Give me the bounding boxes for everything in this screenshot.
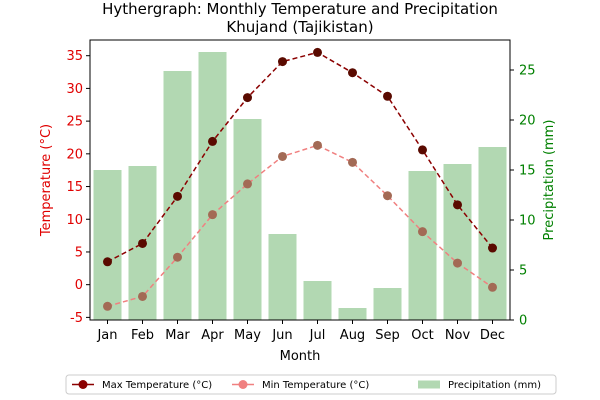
min-temperature-point-nov xyxy=(453,258,462,268)
max-temperature-point-oct xyxy=(418,145,427,155)
y-left-tick-label: 5 xyxy=(75,245,83,260)
precipitation-bar-oct xyxy=(408,171,437,320)
max-temperature-point-jul xyxy=(313,47,322,57)
y-right-tick-label: 5 xyxy=(519,264,527,279)
min-temperature-legend-label: Min Temperature (°C) xyxy=(262,380,369,391)
y-right-tick-label: 25 xyxy=(519,64,536,79)
plot-frame xyxy=(89,39,511,321)
min-temperature-point-dec xyxy=(488,282,497,292)
y-left-tick-label: 25 xyxy=(66,115,83,130)
chart-title-line-1: Hythergraph: Monthly Temperature and Pre… xyxy=(102,0,498,18)
x-tick-label: Jan xyxy=(96,328,117,343)
x-tick-label: Dec xyxy=(480,328,505,343)
precipitation-bar-dec xyxy=(478,147,507,320)
max-temperature-point-may xyxy=(243,93,252,103)
y-right-tick-label: 20 xyxy=(519,114,536,129)
x-tick-label: Jul xyxy=(309,328,326,343)
y-left-tick-label: 20 xyxy=(66,147,83,162)
min-temperature-point-mar xyxy=(173,252,182,262)
min-temperature-point-feb xyxy=(138,291,147,301)
x-tick-label: Oct xyxy=(411,328,433,343)
x-tick-label: Sep xyxy=(375,328,400,343)
min-temperature-point-may xyxy=(243,179,252,189)
y-right-axis-label: Precipitation (mm) xyxy=(542,120,557,241)
min-temperature-point-aug xyxy=(348,157,357,167)
y-left-tick-label: 0 xyxy=(75,278,83,293)
min-temperature-legend-marker xyxy=(238,380,248,389)
min-temperature-point-jun xyxy=(278,151,287,161)
max-temperature-point-mar xyxy=(173,191,182,201)
x-tick-label: Aug xyxy=(340,328,365,343)
max-temperature-line xyxy=(107,51,494,263)
y-left-tick-label: 15 xyxy=(66,180,83,195)
legend: Max Temperature (°C) Min Temperature (°C)… xyxy=(65,374,557,395)
max-temperature-point-nov xyxy=(453,200,462,210)
legend-box xyxy=(65,374,557,395)
y-left-tick-label: 30 xyxy=(66,82,83,97)
precipitation-bar-nov xyxy=(443,164,472,320)
max-temperature-point-feb xyxy=(138,238,147,248)
y-left-axis-label: Temperature (°C) xyxy=(39,124,54,237)
max-temperature-legend-marker xyxy=(78,380,88,389)
plot-area: Jan Feb Mar Apr May Jun Jul Aug Sep Oct Nov Dec Mont… xyxy=(39,39,557,395)
precipitation-bar-may xyxy=(233,119,262,320)
max-temperature-point-aug xyxy=(348,68,357,78)
x-tick-label: Nov xyxy=(445,328,471,343)
x-tick-label: Feb xyxy=(131,328,154,343)
precipitation-bar-aug xyxy=(338,308,367,320)
min-temperature-line xyxy=(107,144,493,307)
x-tick-label: Apr xyxy=(201,328,224,343)
y-right-tick-label: 10 xyxy=(519,214,536,229)
min-temperature-point-sep xyxy=(383,191,392,201)
max-temperature-point-dec xyxy=(488,243,497,253)
y-right-tick-label: 0 xyxy=(519,314,527,329)
x-axis-label: Month xyxy=(280,349,321,364)
x-tick-label: May xyxy=(234,328,261,343)
max-temperature-point-jun xyxy=(278,57,287,67)
precipitation-bar-jul xyxy=(303,281,332,320)
precipitation-legend-swatch xyxy=(418,380,440,389)
min-temperature-point-oct xyxy=(418,227,427,237)
y-right-tick-label: 15 xyxy=(519,164,536,179)
y-left-tick-label: -5 xyxy=(70,311,83,326)
min-temperature-point-apr xyxy=(208,210,217,220)
chart-title-line-2: Khujand (Tajikistan) xyxy=(226,18,373,36)
precipitation-bar-sep xyxy=(373,288,402,320)
x-tick-label: Jun xyxy=(271,328,292,343)
precipitation-bar-jun xyxy=(268,234,297,320)
y-left-tick-label: 10 xyxy=(66,213,83,228)
min-temperature-point-jul xyxy=(313,140,322,150)
max-temperature-legend-label: Max Temperature (°C) xyxy=(102,380,212,391)
max-temperature-point-apr xyxy=(208,136,217,146)
max-temperature-point-jan xyxy=(103,257,112,267)
min-temperature-point-jan xyxy=(103,301,112,311)
precipitation-bar-jan xyxy=(93,170,122,320)
y-left-tick-label: 35 xyxy=(66,49,83,64)
max-temperature-point-sep xyxy=(383,91,392,101)
x-tick-label: Mar xyxy=(165,328,190,343)
precipitation-bar-apr xyxy=(198,52,227,320)
precipitation-legend-label: Precipitation (mm) xyxy=(448,380,541,391)
